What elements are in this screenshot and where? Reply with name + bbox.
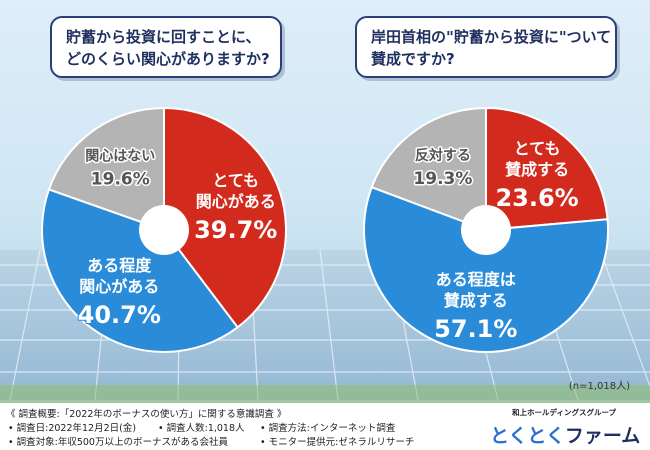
question-2-line-1: 岸田首相の"貯蓄から投資に"ついて xyxy=(371,28,612,46)
pie-2-slice-2 xyxy=(363,185,609,353)
pie-1-slice-3-label-1: 関心はない xyxy=(85,148,155,164)
pie-1-slice-2-label-1: ある程度 xyxy=(87,256,152,275)
pie-2-slice-3-label-1: 反対する xyxy=(415,147,471,164)
survey-method: • 調査方法:インターネット調査 xyxy=(260,423,396,434)
pie-2-slice-1 xyxy=(485,106,609,232)
pie-1-slice-1 xyxy=(163,106,287,329)
pie-2-center-hole xyxy=(461,205,511,255)
pie-1-slice-2-label-2: 関心がある xyxy=(79,277,159,296)
pie-2-slice-2-label-1: ある程度は xyxy=(436,270,516,289)
tokutoku-farm-logo: 和上ホールディングスグループ とくとくファーム xyxy=(490,407,640,447)
pie-1-slice-3 xyxy=(47,106,165,232)
survey-overview: 《 調査概要:「2022年のボーナスの使い方」に関する意識調査 》 xyxy=(6,409,287,420)
pie-1-slice-1-label-1: とても xyxy=(212,171,259,190)
pie-1-slice-3-value: 19.6% xyxy=(91,169,150,189)
logo-name-part-2: ファーム xyxy=(564,425,641,447)
pie-2-slice-3 xyxy=(370,106,487,232)
pie-2-slice-1-label-2: 賛成する xyxy=(505,160,569,179)
pie-1-slice-2-value: 40.7% xyxy=(78,301,161,329)
pie-2-slice-1-value: 23.6% xyxy=(495,184,578,212)
question-2-box: 岸田首相の"貯蓄から投資に"ついて 賛成ですか? xyxy=(355,16,617,78)
survey-provider: • モニター提供元:ゼネラルリサーチ xyxy=(260,437,415,448)
pie-2-slice-1-label-1: とても xyxy=(514,139,561,158)
survey-target: • 調査対象:年収500万以上のボーナスがある会社員 xyxy=(8,437,228,448)
question-1-line-2: どのくらい関心がありますか? xyxy=(66,50,270,68)
question-1-box: 貯蓄から投資に回すことに、 どのくらい関心がありますか? xyxy=(50,16,282,78)
question-2-line-2: 賛成ですか? xyxy=(371,50,455,68)
survey-date: • 調査日:2022年12月2日(金) xyxy=(8,423,137,434)
logo-company: 和上ホールディングスグループ xyxy=(512,408,617,417)
pie-1-slice-1-value: 39.7% xyxy=(194,216,277,244)
sample-size-note: (n=1,018人) xyxy=(568,381,630,392)
pie-2-slice-2-value: 57.1% xyxy=(434,315,517,343)
pie-1-center-hole xyxy=(139,205,189,255)
pie-2-slice-2-label-2: 賛成する xyxy=(444,291,508,310)
pie-1-slice-2 xyxy=(41,188,239,353)
question-1-line-1: 貯蓄から投資に回すことに、 xyxy=(66,28,261,46)
survey-count: • 調査人数:1,018人 xyxy=(158,423,245,434)
pie-1-slice-1-label-2: 関心がある xyxy=(196,192,276,211)
pie-2-slice-3-value: 19.3% xyxy=(413,169,472,189)
survey-footer: 《 調査概要:「2022年のボーナスの使い方」に関する意識調査 》 • 調査日:… xyxy=(0,403,650,450)
logo-name-part-1: とくとく xyxy=(490,425,565,447)
logo-name: とくとくファーム xyxy=(490,421,640,448)
